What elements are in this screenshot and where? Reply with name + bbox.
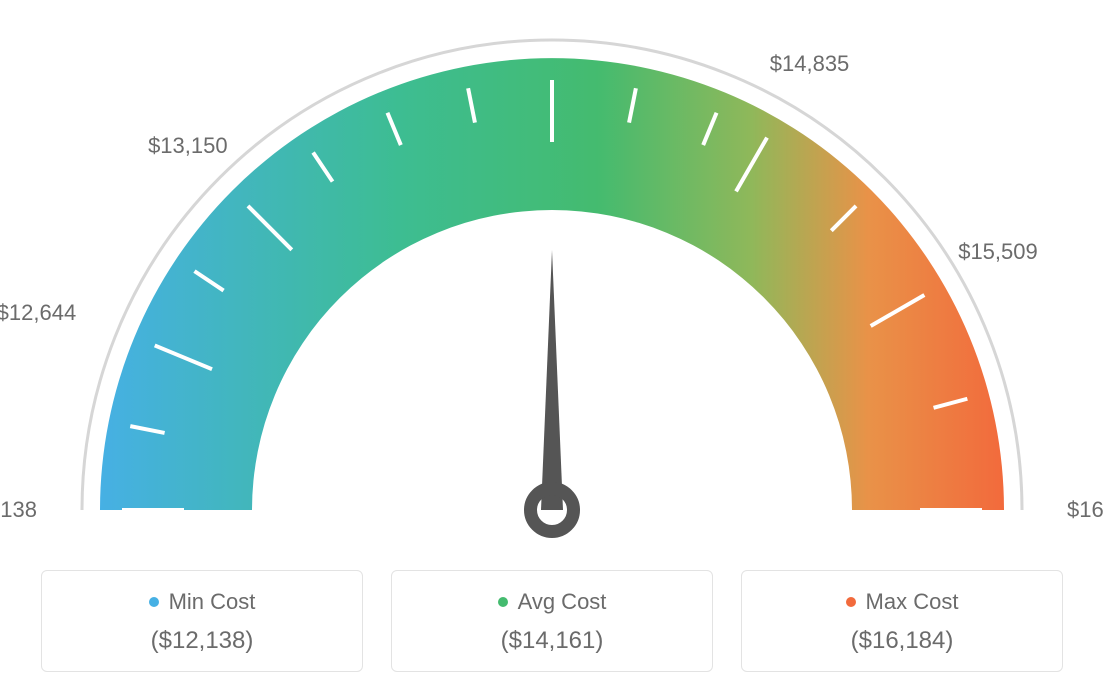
needle	[541, 250, 563, 510]
legend-title-text: Avg Cost	[518, 589, 607, 615]
tick-label: $13,150	[148, 133, 228, 159]
legend-card: Min Cost ($12,138)	[41, 570, 363, 672]
legend-value: ($16,184)	[742, 627, 1062, 655]
legend-title: Min Cost	[149, 589, 256, 615]
legend-title: Max Cost	[846, 589, 959, 615]
tick-label: $12,644	[0, 300, 76, 326]
tick-label: $16,184	[1067, 497, 1104, 523]
tick-label: $12,138	[0, 497, 37, 523]
legend-title-text: Max Cost	[866, 589, 959, 615]
legend-dot-icon	[846, 597, 856, 607]
legend-dot-icon	[149, 597, 159, 607]
gauge-area: $12,138$12,644$13,150$14,161$14,835$15,5…	[0, 0, 1104, 560]
cost-gauge-infographic: { "gauge": { "type": "gauge", "center_x"…	[0, 0, 1104, 690]
legend-dot-icon	[498, 597, 508, 607]
legend-row: Min Cost ($12,138) Avg Cost ($14,161) Max Co…	[0, 570, 1104, 672]
legend-card: Avg Cost ($14,161)	[391, 570, 713, 672]
legend-title-text: Min Cost	[169, 589, 256, 615]
legend-card: Max Cost ($16,184)	[741, 570, 1063, 672]
legend-value: ($14,161)	[392, 627, 712, 655]
tick-label: $14,835	[770, 51, 850, 77]
tick-label: $15,509	[958, 239, 1038, 265]
legend-value: ($12,138)	[42, 627, 362, 655]
legend-title: Avg Cost	[498, 589, 607, 615]
gauge-svg	[0, 0, 1104, 560]
